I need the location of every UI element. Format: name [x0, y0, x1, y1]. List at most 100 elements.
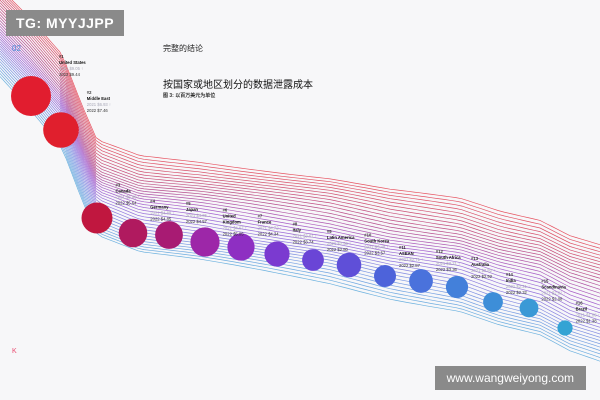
wave-line [6, 0, 600, 253]
corner-logo-mark: K [12, 348, 17, 355]
bubble-label-text: 2021 $4.72 ↓ [258, 225, 282, 230]
wave-line [0, 26, 600, 294]
bubble-label-text: 2022 $2.87 [399, 263, 421, 268]
bubble-label-text: Germany [150, 205, 169, 210]
bubble-label-text: 2022 $2.92 [471, 274, 493, 279]
bubble-label-text: #4 [150, 199, 155, 204]
wave-line [0, 76, 600, 362]
bubble-label-text: 2022 $3.36 [436, 267, 458, 272]
bubble-label-text: 2022 $4.85 [150, 217, 172, 222]
bubble-rank-2 [43, 112, 79, 148]
bubble-rank-12 [409, 269, 433, 293]
wave-line [0, 8, 600, 272]
bubble-label-text: Brazil [576, 306, 587, 311]
bubble-label-text: 2022 $3.74 [293, 239, 315, 244]
bubble-label-text: France [258, 219, 272, 224]
section-title: 完整的结论 [163, 44, 203, 53]
wave-line [9, 0, 600, 249]
bubble-label-text: 2021 $2.01 ↑ [541, 291, 565, 296]
bubble-label-text: #5 [186, 201, 191, 206]
bubble-rank-5 [155, 221, 183, 249]
wave-line [0, 39, 600, 314]
bubble-label-text: Latin America [327, 235, 355, 240]
bubble-label-text: 2022 $2.80 [327, 247, 349, 252]
telegram-watermark: TG: MYYJJPP [6, 10, 125, 36]
wave-lines [0, 0, 600, 362]
wave-line [0, 46, 600, 325]
bubble-label-text: 2022 $4.34 [258, 231, 280, 236]
wave-line [0, 28, 600, 298]
bubble-label-text: #13 [471, 256, 479, 261]
bubble-label-text: Italy [293, 227, 302, 232]
bubble-rank-9 [302, 249, 324, 271]
bubble-label-text: 2022 $5.64 [116, 201, 138, 206]
bubble-label-text: 2022 $1.38 [576, 318, 598, 323]
bubble-label-text: #11 [399, 245, 406, 250]
bubble-label-text: 2021 $3.21 ↑ [436, 261, 460, 266]
bubble-label-text: #15 [541, 279, 549, 284]
bubble-label-text: #8 [293, 221, 298, 226]
bubble-rank-13 [445, 275, 469, 299]
bubble-rank-1 [11, 76, 51, 116]
bubble-label-text: 2021 $4.89 ↓ [150, 211, 174, 216]
bubble-label-text: 2021 $4.65 ↓ [186, 213, 210, 218]
wave-line [0, 2, 600, 266]
wave-line [11, 0, 600, 246]
wave-line [0, 5, 600, 269]
wave-line [0, 11, 600, 276]
wave-line [0, 20, 600, 286]
bubble-label-text: 2022 $4.57 [186, 219, 208, 224]
bubble-rank-11 [374, 265, 396, 287]
bubble-group [11, 76, 573, 336]
wave-line [1, 0, 600, 259]
wave-line [0, 41, 600, 317]
bubble-label-text: 2021 $1.08 ↑ [576, 312, 600, 317]
bubble-label-text: 2022 $9.44 [59, 72, 81, 77]
wave-line [0, 36, 600, 310]
bubble-label-text: Japan [186, 207, 199, 212]
chart-subtitle: 图 3: 以百万美元为单位 [163, 93, 216, 99]
bubble-rank-7 [227, 233, 255, 261]
bubble-label-text: United [223, 213, 236, 218]
wave-line [4, 0, 600, 256]
wave-line [0, 43, 600, 321]
bubble-label-text: 2022 $2.08 [541, 297, 563, 302]
bubble-label-text: India [506, 278, 516, 283]
bubble-label-text: 2021 $4.67 ↑ [223, 225, 247, 230]
bubble-rank-16 [557, 320, 573, 336]
wave-line [0, 17, 600, 283]
wave-line [0, 14, 600, 279]
bubble-rank-10 [336, 252, 362, 278]
bubble-label-text: Canada [116, 189, 132, 194]
bubble-label-text: 2021 $2.92 ↑ [471, 268, 495, 273]
bubble-label-text: 2021 $2.71 ↑ [399, 257, 423, 262]
bubble-label-text: #7 [258, 213, 263, 218]
bubble-rank-8 [264, 241, 290, 267]
bubble-rank-6 [190, 227, 220, 257]
bubble-label-text: Australia [471, 262, 490, 267]
bubble-label-text: 2022 $3.57 [364, 251, 386, 256]
bubble-label-text: 2022 $2.32 [506, 290, 528, 295]
bubble-label-text: #3 [116, 183, 121, 188]
bubble-label-text: Middle East [87, 96, 111, 101]
bubble-label-text: #12 [436, 249, 444, 254]
bubble-label-text: #1 [59, 54, 64, 59]
bubble-label-text: 2022 $5.05 [223, 231, 245, 236]
bubble-label-text: #14 [506, 272, 514, 277]
wave-line [0, 0, 600, 263]
bubble-label-text: South Korea [364, 239, 390, 244]
bubble-label-text: South Africa [436, 255, 461, 260]
bubble-label-text: 2021 $3.48 ↑ [364, 245, 388, 250]
wave-line [0, 31, 600, 302]
bubble-rank-15 [519, 298, 539, 318]
bubble-label-text: 2021 $2.56 ↑ [327, 241, 351, 246]
bubble-label-text: 2021 $6.93 ↑ [87, 102, 111, 107]
chart-title: 按国家或地区划分的数据泄露成本 [163, 80, 313, 91]
bubble-label-text: 2021 $3.61 ↑ [293, 233, 317, 238]
bubble-label-text: #2 [87, 90, 92, 95]
bubble-label-text: ASEAN [399, 251, 414, 256]
wave-line [0, 34, 600, 306]
